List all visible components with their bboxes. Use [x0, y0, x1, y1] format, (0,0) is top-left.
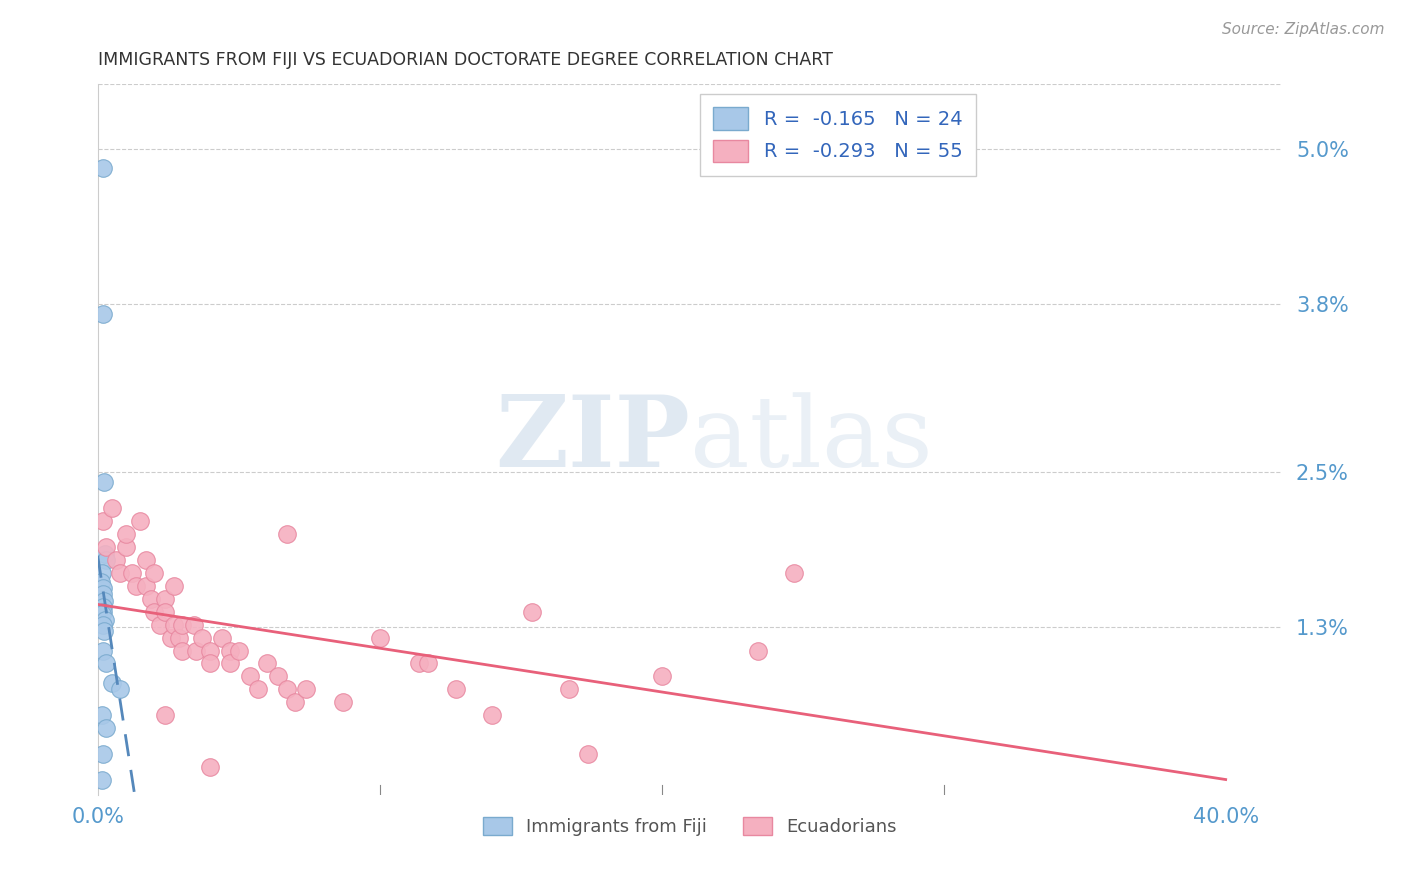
Point	[163, 579, 186, 593]
Point	[276, 527, 298, 541]
Point	[93, 547, 115, 561]
Point	[135, 553, 157, 567]
Point	[91, 161, 114, 176]
Point	[747, 643, 769, 657]
Point	[200, 643, 222, 657]
Point	[332, 695, 354, 709]
Point	[91, 587, 114, 601]
Point	[93, 613, 115, 627]
Point	[576, 747, 599, 761]
Point	[444, 682, 467, 697]
Point	[101, 676, 124, 690]
Point	[90, 607, 112, 622]
Point	[284, 695, 307, 709]
Point	[172, 617, 194, 632]
Point	[90, 566, 112, 580]
Point	[94, 540, 117, 554]
Point	[91, 617, 114, 632]
Text: Source: ZipAtlas.com: Source: ZipAtlas.com	[1222, 22, 1385, 37]
Point	[125, 579, 148, 593]
Point	[115, 527, 138, 541]
Point	[93, 475, 115, 490]
Point	[155, 605, 177, 619]
Point	[91, 643, 114, 657]
Point	[481, 708, 503, 723]
Point	[219, 657, 242, 671]
Point	[155, 591, 177, 606]
Point	[557, 682, 579, 697]
Point	[135, 579, 157, 593]
Point	[94, 657, 117, 671]
Point	[200, 760, 222, 774]
Point	[115, 540, 138, 554]
Point	[276, 682, 298, 697]
Legend: Immigrants from Fiji, Ecuadorians: Immigrants from Fiji, Ecuadorians	[475, 809, 904, 843]
Point	[110, 566, 132, 580]
Point	[211, 631, 233, 645]
Y-axis label: Doctorate Degree: Doctorate Degree	[0, 359, 8, 520]
Text: IMMIGRANTS FROM FIJI VS ECUADORIAN DOCTORATE DEGREE CORRELATION CHART: IMMIGRANTS FROM FIJI VS ECUADORIAN DOCTO…	[97, 51, 832, 69]
Point	[200, 657, 222, 671]
Point	[228, 643, 250, 657]
Point	[90, 708, 112, 723]
Point	[91, 605, 114, 619]
Point	[267, 669, 290, 683]
Point	[183, 617, 205, 632]
Point	[239, 669, 262, 683]
Point	[141, 591, 163, 606]
Point	[651, 669, 673, 683]
Point	[295, 682, 318, 697]
Point	[160, 631, 183, 645]
Point	[408, 657, 430, 671]
Point	[186, 643, 208, 657]
Point	[91, 582, 114, 596]
Point	[94, 721, 117, 735]
Point	[91, 514, 114, 528]
Point	[169, 631, 191, 645]
Point	[247, 682, 270, 697]
Point	[143, 566, 166, 580]
Point	[155, 708, 177, 723]
Point	[121, 566, 143, 580]
Point	[163, 617, 186, 632]
Point	[219, 643, 242, 657]
Point	[172, 643, 194, 657]
Point	[256, 657, 278, 671]
Point	[93, 624, 115, 639]
Point	[91, 307, 114, 321]
Point	[416, 657, 439, 671]
Point	[93, 594, 115, 608]
Point	[91, 747, 114, 761]
Point	[129, 514, 152, 528]
Point	[90, 772, 112, 787]
Point	[105, 553, 128, 567]
Point	[368, 631, 391, 645]
Point	[101, 501, 124, 516]
Point	[143, 605, 166, 619]
Point	[91, 599, 114, 614]
Point	[90, 574, 112, 589]
Point	[520, 605, 543, 619]
Point	[110, 682, 132, 697]
Point	[191, 631, 214, 645]
Text: atlas: atlas	[690, 392, 932, 488]
Point	[783, 566, 806, 580]
Text: ZIP: ZIP	[495, 392, 690, 488]
Point	[149, 617, 172, 632]
Point	[94, 553, 117, 567]
